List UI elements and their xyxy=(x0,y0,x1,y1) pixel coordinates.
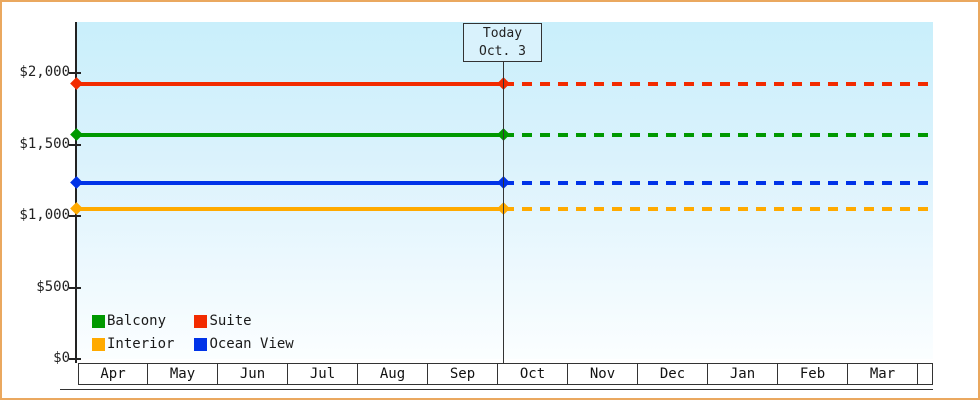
y-axis-line xyxy=(75,22,77,363)
series-line-interior-solid xyxy=(77,207,504,211)
legend-item-ocean-view: Ocean View xyxy=(194,336,294,352)
legend-label: Interior xyxy=(107,336,175,352)
today-date: Oct. 3 xyxy=(479,44,526,59)
month-cell-jun: Jun xyxy=(218,363,288,385)
today-vertical-line xyxy=(503,62,504,363)
series-line-interior-dashed xyxy=(504,207,933,211)
month-cell-may: May xyxy=(148,363,218,385)
legend: Balcony Suite Interior Ocean View xyxy=(92,313,294,352)
y-tick-mark xyxy=(69,358,81,360)
series-line-balcony-solid xyxy=(77,133,504,137)
month-cell-oct: Oct xyxy=(498,363,568,385)
bottom-rule xyxy=(60,389,933,390)
legend-item-interior: Interior xyxy=(92,336,174,352)
month-cell-mar: Mar xyxy=(848,363,918,385)
y-tick-label: $1,000 xyxy=(19,207,70,223)
month-cell-jan: Jan xyxy=(708,363,778,385)
month-cell-apr: Apr xyxy=(78,363,148,385)
month-cell-feb: Feb xyxy=(778,363,848,385)
legend-label: Ocean View xyxy=(209,336,294,352)
legend-label: Suite xyxy=(209,313,252,329)
legend-label: Balcony xyxy=(107,313,167,329)
y-tick-label: $500 xyxy=(36,279,70,295)
legend-swatch-interior xyxy=(92,337,105,351)
y-tick-label: $0 xyxy=(53,350,70,366)
month-cell-sep: Sep xyxy=(428,363,498,385)
today-annotation-box: Today Oct. 3 xyxy=(463,23,542,62)
plot-area xyxy=(77,22,933,359)
y-tick-label: $2,000 xyxy=(19,64,70,80)
legend-item-suite: Suite xyxy=(194,313,293,329)
y-tick-mark xyxy=(69,72,81,74)
legend-swatch-suite xyxy=(194,314,208,328)
series-line-ocean-view-dashed xyxy=(504,181,933,185)
month-cell-nov: Nov xyxy=(568,363,638,385)
month-cell-stub xyxy=(918,363,933,385)
y-tick-mark xyxy=(69,144,81,146)
y-tick-mark xyxy=(69,287,81,289)
series-line-suite-solid xyxy=(77,82,504,86)
legend-item-balcony: Balcony xyxy=(92,313,174,329)
today-label: Today xyxy=(482,26,523,41)
legend-swatch-ocean-view xyxy=(194,337,208,351)
y-tick-mark xyxy=(69,215,81,217)
month-axis-row: Apr May Jun Jul Aug Sep Oct Nov Dec Jan Feb Mar xyxy=(78,363,933,385)
series-line-balcony-dashed xyxy=(504,133,933,137)
series-line-suite-dashed xyxy=(504,82,933,86)
series-line-ocean-view-solid xyxy=(77,181,504,185)
month-cell-aug: Aug xyxy=(358,363,428,385)
legend-swatch-balcony xyxy=(92,314,105,328)
y-tick-label: $1,500 xyxy=(19,136,70,152)
month-cell-dec: Dec xyxy=(638,363,708,385)
month-cell-jul: Jul xyxy=(288,363,358,385)
